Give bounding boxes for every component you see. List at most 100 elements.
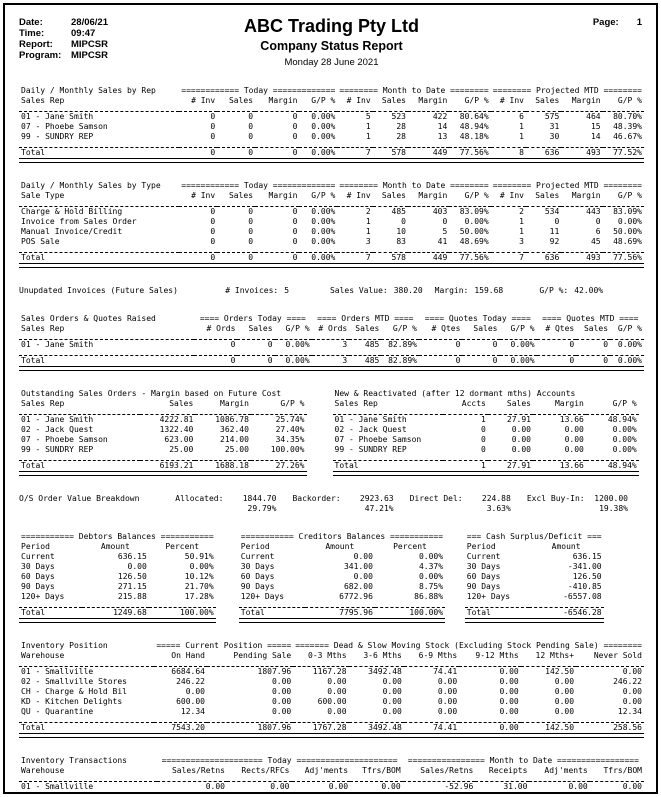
total-value: 1249.68 — [113, 608, 147, 617]
value-cell: 126.50 — [572, 572, 602, 581]
breakdown-percent: 19.38% — [599, 504, 628, 513]
total-value: 0 — [230, 356, 236, 365]
value-cell: 0 — [267, 340, 273, 349]
report-title: Company Status Report — [260, 39, 403, 53]
breakdown-label: Excl Buy-In: — [526, 494, 585, 503]
table-row: 90 Days -410.85 — [465, 582, 604, 592]
column-header: Never Sold — [593, 651, 642, 660]
column-header: G/P % — [311, 96, 336, 105]
value-cell: 83.09% — [459, 207, 489, 216]
banner-row: =========== Creditors Balances =========… — [239, 532, 445, 542]
value-cell: 0 — [481, 435, 486, 444]
row-label: 07 - Phoebe Samson — [21, 435, 108, 444]
table-row: 01 - Smallville 0.00 0.00 0.00 0.00 -52.96 31.… — [19, 782, 644, 793]
value-cell: 0.00 — [327, 707, 347, 716]
table-row: 90 Days 271.15 21.70% — [19, 582, 216, 592]
total-label: Total — [466, 608, 491, 617]
table-row: POS Sale 0 0 0 0.00% 3 83 41 48.69% 3 92 45 48.69% — [19, 237, 644, 247]
column-header: Amount — [551, 542, 581, 551]
value-cell: 14 — [437, 122, 448, 131]
rule-cell — [19, 142, 644, 148]
dashed-rule — [19, 776, 644, 782]
row-label: 90 Days — [240, 582, 275, 591]
value-cell: 0.00 — [437, 697, 458, 706]
column-cash: === Cash Surplus/Deficit === Period Amount… — [464, 532, 604, 623]
value-cell: 0.00% — [418, 552, 444, 561]
row-label: 02 - Jack Quest — [334, 425, 407, 434]
header-row: Sales Rep Sales Margin G/P % — [19, 399, 307, 409]
rule-cell — [332, 455, 639, 461]
column-header: G/P % — [617, 191, 642, 200]
section-table-sales-by-type: Daily / Monthly Sales by Type ===========… — [19, 181, 644, 268]
stat-label: G/P %: — [539, 286, 569, 295]
value-cell: 14 — [590, 132, 601, 141]
table-row: 99 - SUNDRY REP 0 0 0 0.00% 1 28 13 48.18% 1 30 14 4… — [19, 132, 644, 142]
total-value: 3 — [342, 356, 348, 365]
value-cell: 12.34 — [180, 707, 205, 716]
value-cell: 0.00% — [612, 425, 637, 434]
breakdown-amount: 224.88 — [481, 494, 511, 503]
column-header: G/P % — [285, 324, 310, 333]
total-value: 0.00% — [311, 148, 336, 157]
total-value: 6193.21 — [159, 461, 194, 470]
column-header: Sales/Retns — [420, 766, 474, 775]
value-cell: 0.00 — [554, 687, 575, 696]
table-row: Manual Invoice/Credit 0 0 0 0.00% 1 10 5 50.00% 1… — [19, 227, 644, 237]
row-label: Manual Invoice/Credit — [21, 227, 123, 236]
column-header: Warehouse — [21, 651, 65, 660]
value-cell: 25.00 — [224, 445, 249, 454]
value-cell: 142.50 — [545, 667, 575, 676]
value-cell: 6 — [519, 112, 524, 121]
column-header: Adj'ments — [544, 766, 588, 775]
value-cell: 8.75% — [418, 582, 444, 591]
value-cell: 48.39% — [613, 122, 642, 131]
rule-cell — [19, 350, 644, 356]
total-row: Total 7543.20 1807.96 1767.28 3492.48 74.41 0.… — [19, 723, 644, 734]
rule-cell — [19, 455, 307, 461]
section-orders-quotes: Sales Orders & Quotes Raised ==== Orders … — [19, 314, 644, 371]
table-row: 02 - Jack Quest 0 0.00 0.00 0.00% — [333, 425, 639, 435]
value-cell: 41 — [437, 237, 448, 246]
section-inventory-position: Inventory Position ===== Current Position… — [19, 641, 644, 738]
total-row: Total 6193.21 1688.18 27.26% — [19, 461, 307, 472]
group-header: ===================== Today ============… — [161, 756, 398, 765]
value-cell: 0 — [210, 122, 216, 131]
value-cell: 0 — [292, 132, 298, 141]
header-row: Period Amount Percent — [19, 542, 216, 552]
column-header: # Inv — [346, 96, 371, 105]
table-row: 60 Days 126.50 — [465, 572, 604, 582]
total-value: 0 — [248, 148, 254, 157]
group-row: Inventory Transactions ==================… — [19, 756, 644, 766]
value-cell: 0.00 — [328, 782, 349, 791]
double-rule — [19, 471, 307, 476]
value-cell: 485 — [364, 340, 380, 349]
rule-cell — [332, 471, 639, 476]
value-cell: 12.34 — [617, 707, 642, 716]
total-row: Total -6546.28 — [465, 608, 604, 619]
total-value: 77.56% — [459, 148, 489, 157]
dashed-rule — [19, 201, 644, 207]
row-label: 90 Days — [466, 582, 501, 591]
group-header: ======= Dead & Slow Moving Stock (Exclud… — [295, 641, 642, 650]
rule-cell — [19, 618, 216, 623]
total-label: Total — [21, 148, 46, 157]
value-cell: 0.00 — [437, 687, 458, 696]
column-header: Sales — [355, 324, 380, 333]
column-header: # Qtes — [431, 324, 461, 333]
value-cell: 0.00 — [382, 687, 402, 696]
value-cell: 682.00 — [343, 582, 373, 591]
total-value: 0 — [292, 253, 298, 262]
stat-value: 380.20 — [393, 286, 423, 295]
total-value: 258.56 — [613, 723, 642, 732]
value-cell: 0.00% — [418, 572, 444, 581]
dashed-rule — [332, 455, 639, 461]
section-title: Sales Orders & Quotes Raised — [21, 314, 156, 323]
value-cell: 0.00 — [381, 782, 401, 791]
header-row: Warehouse Sales/Retns Rects/RFCs Adj'ments T… — [19, 766, 644, 776]
row-label: 120+ Days — [21, 592, 65, 601]
value-cell: 0.00% — [617, 217, 642, 226]
value-cell: 34.35% — [275, 435, 305, 444]
row-label: Current — [21, 552, 55, 561]
value-cell: 523 — [391, 112, 406, 121]
table-row: QU - Quarantine 12.34 0.00 0.00 0.00 0.00 0.00… — [19, 707, 644, 717]
